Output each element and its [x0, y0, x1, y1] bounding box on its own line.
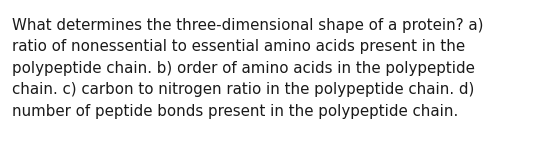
Text: What determines the three-dimensional shape of a protein? a)
ratio of nonessenti: What determines the three-dimensional sh… — [12, 18, 484, 119]
